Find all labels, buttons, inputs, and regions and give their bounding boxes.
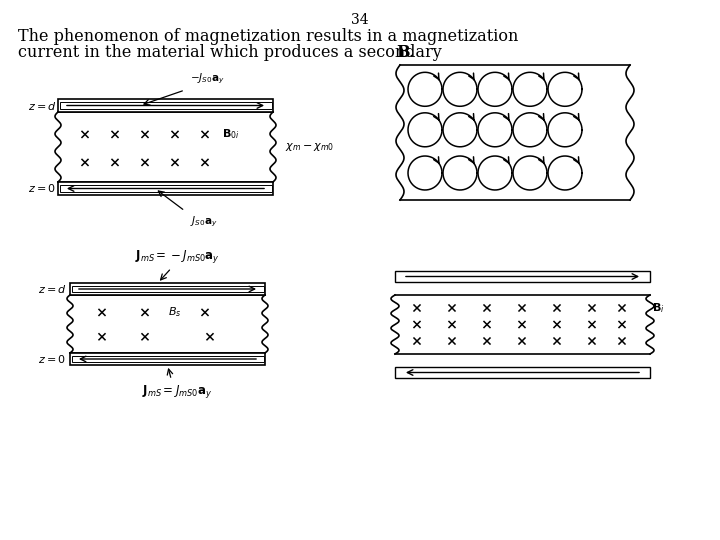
- Text: The phenomenon of magnetization results in a magnetization: The phenomenon of magnetization results …: [18, 28, 518, 45]
- Text: $z = d$: $z = d$: [38, 283, 67, 295]
- Text: $z = 0$: $z = 0$: [28, 183, 56, 194]
- Text: $z = 0$: $z = 0$: [38, 353, 66, 365]
- Text: $B_s$: $B_s$: [168, 306, 181, 319]
- Text: B: B: [396, 44, 410, 61]
- Text: $\mathbf{B}_i$: $\mathbf{B}_i$: [652, 301, 665, 315]
- Bar: [60, 102, 271, 109]
- Bar: [71, 286, 264, 292]
- Bar: [70, 353, 265, 365]
- Text: $\chi_m - \chi_{m0}$: $\chi_m - \chi_{m0}$: [285, 141, 334, 153]
- Bar: [70, 283, 265, 295]
- Bar: [395, 367, 650, 378]
- Bar: [60, 185, 271, 192]
- Bar: [58, 99, 273, 112]
- Bar: [395, 271, 650, 282]
- Text: $J_{S0}\mathbf{a}_y$: $J_{S0}\mathbf{a}_y$: [190, 215, 217, 230]
- Text: $\mathbf{J}_{mS} = J_{mS0}\mathbf{a}_y$: $\mathbf{J}_{mS} = J_{mS0}\mathbf{a}_y$: [142, 383, 212, 400]
- Text: .: .: [408, 44, 413, 61]
- Text: $z = d$: $z = d$: [28, 99, 57, 111]
- Bar: [58, 182, 273, 195]
- Text: $-J_{S0}\mathbf{a}_y$: $-J_{S0}\mathbf{a}_y$: [190, 72, 225, 86]
- Bar: [71, 356, 264, 362]
- Text: $\mathbf{B}_{0i}$: $\mathbf{B}_{0i}$: [222, 127, 240, 141]
- Text: current in the material which produces a secondary: current in the material which produces a…: [18, 44, 447, 61]
- Text: $\mathbf{J}_{mS} = -J_{mS0}\mathbf{a}_y$: $\mathbf{J}_{mS} = -J_{mS0}\mathbf{a}_y$: [135, 248, 220, 265]
- Text: 34: 34: [351, 13, 369, 27]
